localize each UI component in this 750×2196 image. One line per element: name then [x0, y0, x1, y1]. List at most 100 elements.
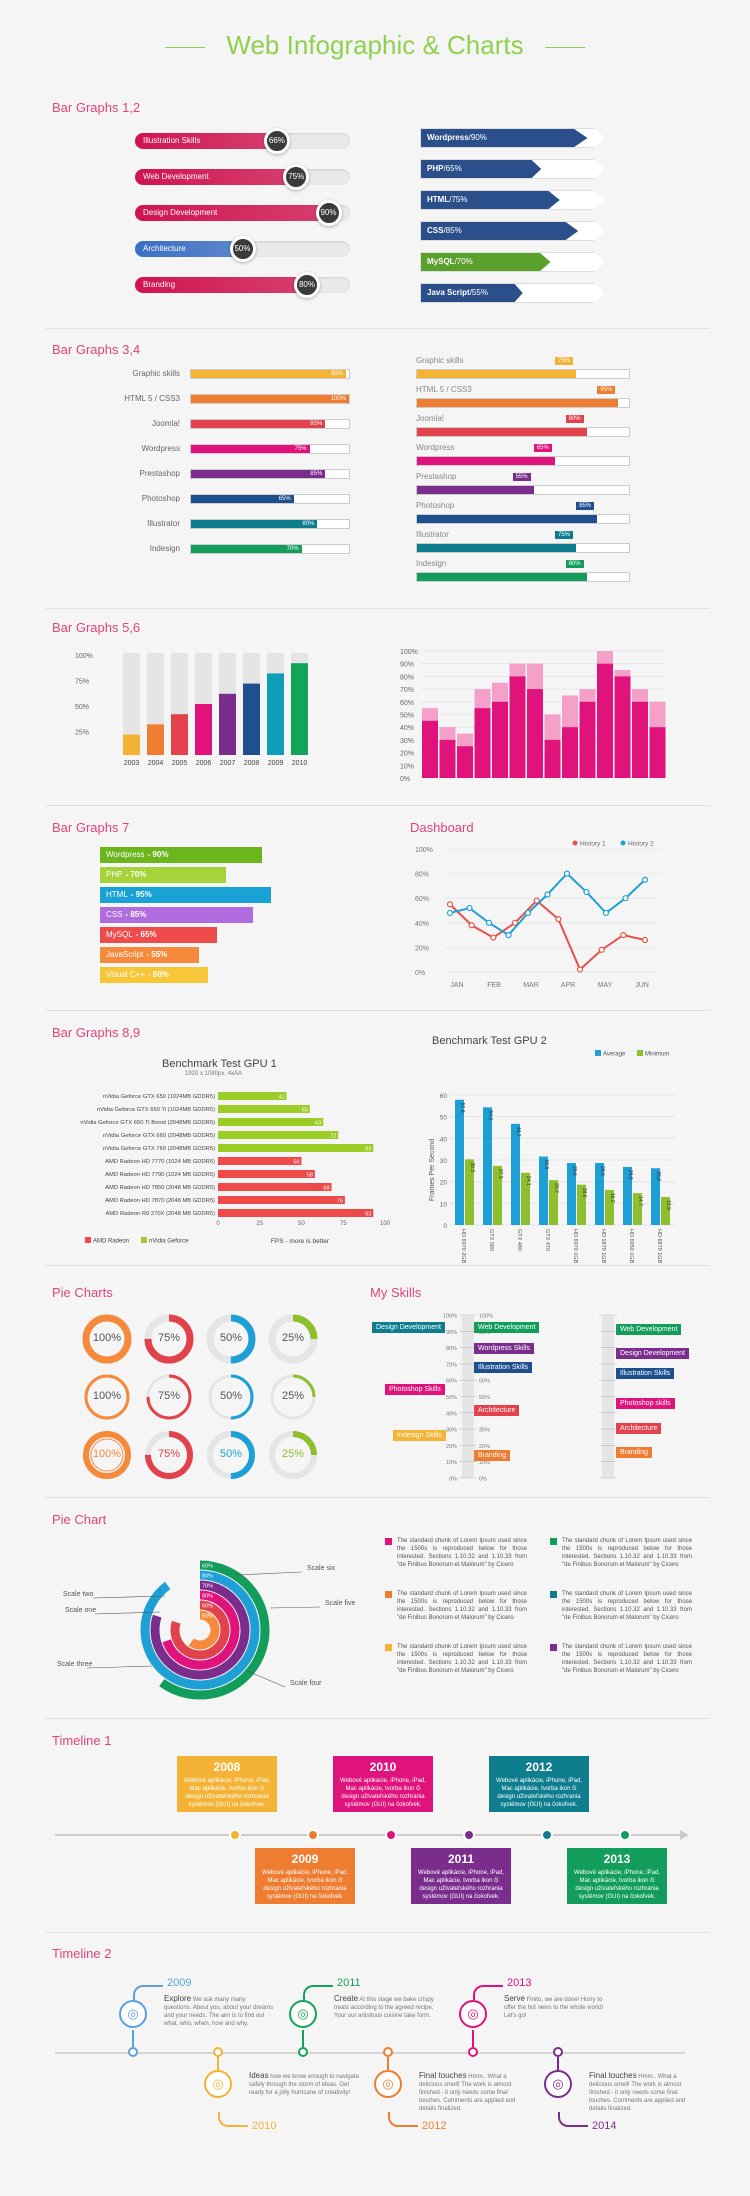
bar-label: Indesign [149, 544, 180, 553]
lorem-swatch [385, 1591, 392, 1598]
lorem-swatch [550, 1538, 557, 1545]
timeline-year: 2013 [507, 1977, 532, 1989]
gpu2-bar [455, 1099, 464, 1225]
timeline-node [553, 2047, 563, 2057]
gpu2-value: 57.8 [459, 1103, 465, 1113]
radial-ring-label: 80% [202, 1594, 213, 1600]
legend-dot [572, 840, 578, 846]
y-tick-label: 40 [440, 1136, 448, 1143]
gpu-label: AMD Radeon HD 7790 (1024 MB GDDR5) [105, 1172, 215, 1178]
radial-label: Scale three [57, 1661, 93, 1668]
legend-label: History 2 [628, 841, 654, 848]
skill-tick-label: 100% [479, 1314, 493, 1320]
timeline-dot [463, 1829, 475, 1841]
skill-tag: Web Development [474, 1322, 540, 1333]
skill-tag: Architecture [474, 1405, 520, 1416]
bar-pct-tag: 80% [565, 415, 584, 423]
donut-label: 100% [92, 1332, 122, 1344]
donut-label: 50% [219, 1332, 243, 1344]
radial-pie-chart: 60% 80% 70% 80% 90% 60% Scale one Scale two Scal… [57, 1560, 355, 1700]
bar-track [416, 514, 630, 524]
gpu-bar [218, 1131, 339, 1139]
bar-graph-5: 100% 75% 50% 25% 2003 2004 2005 2006 2007 2008 200… [75, 653, 308, 767]
x-tick-label: GTX 480 [516, 1229, 522, 1251]
legend-label: History 1 [580, 841, 606, 848]
skill-tag: Architecture [616, 1423, 662, 1434]
gpu2-value: 46.7 [515, 1127, 521, 1137]
y-tick-label: 50% [400, 713, 414, 720]
legend-label: nVidia Geforce [149, 1239, 189, 1245]
legend-label: Average [603, 1052, 626, 1058]
donut-arc [84, 1374, 130, 1420]
timeline-body: how we know enough to navigate safely th… [249, 2074, 359, 2096]
gpu-value: 93 [365, 1211, 371, 1217]
timeline-body: Hmm.. What a delicious smell! The work i… [419, 2074, 516, 2112]
gpu-value: 72 [330, 1133, 336, 1139]
pill-knob: 66% [263, 128, 290, 154]
radial-arc [188, 1610, 220, 1650]
donut [269, 1431, 317, 1479]
arrow-fill: Java Script/55% [421, 284, 523, 302]
y-tick-label: 0% [415, 970, 425, 977]
gpu-value: 76 [337, 1198, 343, 1204]
gpu2-value: 28.6 [599, 1166, 605, 1176]
pill-knob: 75% [283, 164, 310, 190]
timeline-node [468, 2047, 478, 2057]
timeline-text: Serve Finito, we are done! Hurry to offe… [504, 1995, 614, 2020]
x-tick-label: MAY [598, 982, 613, 989]
y-tick-label: 100% [415, 847, 433, 854]
timeline-bracket [558, 2112, 588, 2127]
bar-fill: 65% [191, 495, 294, 503]
arrow-name: Wordpress [427, 133, 469, 142]
radial-label: Scale four [290, 1680, 322, 1687]
divider [45, 1497, 710, 1498]
timeline-icon: ◎ [289, 2000, 317, 2028]
radial-arc [170, 1600, 230, 1660]
heading-pie-chart: Pie Chart [52, 1512, 107, 1527]
gpu-value: 50 [293, 1159, 299, 1165]
gpu-label: nVidia Geforce GTX 650 Ti Boost (2048MB … [80, 1120, 215, 1126]
gpu2-title: Benchmark Test GPU 2 [432, 1035, 547, 1047]
arrow-name: MySQL [427, 257, 455, 266]
y-tick-label: 10% [400, 763, 414, 770]
y-tick-label: 75% [75, 679, 89, 686]
timeline-bracket [133, 1985, 163, 2000]
gpu2-bar [493, 1165, 502, 1225]
y-tick-label: 90% [400, 662, 414, 669]
x-tick-label: GTX 470 [544, 1229, 550, 1251]
bar [267, 673, 284, 755]
x-axis-label: FPS - more is better [271, 1238, 330, 1245]
radial-label: Scale five [325, 1600, 355, 1607]
lorem-swatch [550, 1591, 557, 1598]
arrow-track: CSS/85% [420, 221, 605, 241]
h-bar-value: - 60% [148, 970, 169, 979]
bar-inner [579, 701, 596, 778]
timeline-title: Final touches [419, 2071, 467, 2080]
x-tick-label: 2007 [220, 760, 236, 767]
line-point [446, 901, 454, 908]
divider [45, 1010, 710, 1011]
timeline-card: 2008 Webové aplikácie, iPhone, iPad, Mac … [177, 1756, 277, 1812]
gpu2-value: 18.6 [581, 1188, 587, 1198]
x-tick-label: 100 [380, 1221, 391, 1227]
timeline-desc: Webové aplikácie, iPhone, iPad, Mac apli… [418, 1870, 504, 1900]
bar-label: Prestashop [139, 469, 180, 478]
bar-label: Graphic skills [416, 356, 464, 365]
x-tick-label: FEB [487, 982, 501, 989]
bar-inner [632, 701, 648, 778]
gpu-value: 58 [307, 1172, 313, 1178]
gpu2-bar [549, 1180, 558, 1225]
arrow-track: Java Script/55% [420, 283, 605, 303]
bar [147, 724, 164, 755]
gpu2-bar [623, 1166, 632, 1225]
donut-label: 75% [157, 1448, 181, 1460]
x-tick-label: 2006 [196, 760, 212, 767]
divider [45, 1718, 710, 1719]
timeline-desc: Webové aplikácie, iPhone, iPad, Mac apli… [184, 1778, 270, 1808]
radial-arc [159, 1560, 270, 1700]
gpu2-bar [465, 1159, 474, 1225]
donut [84, 1374, 130, 1420]
title-line-left [165, 47, 205, 48]
bar-track: 98% [190, 369, 350, 379]
h-bar: Visual C++ - 60% [100, 967, 208, 983]
